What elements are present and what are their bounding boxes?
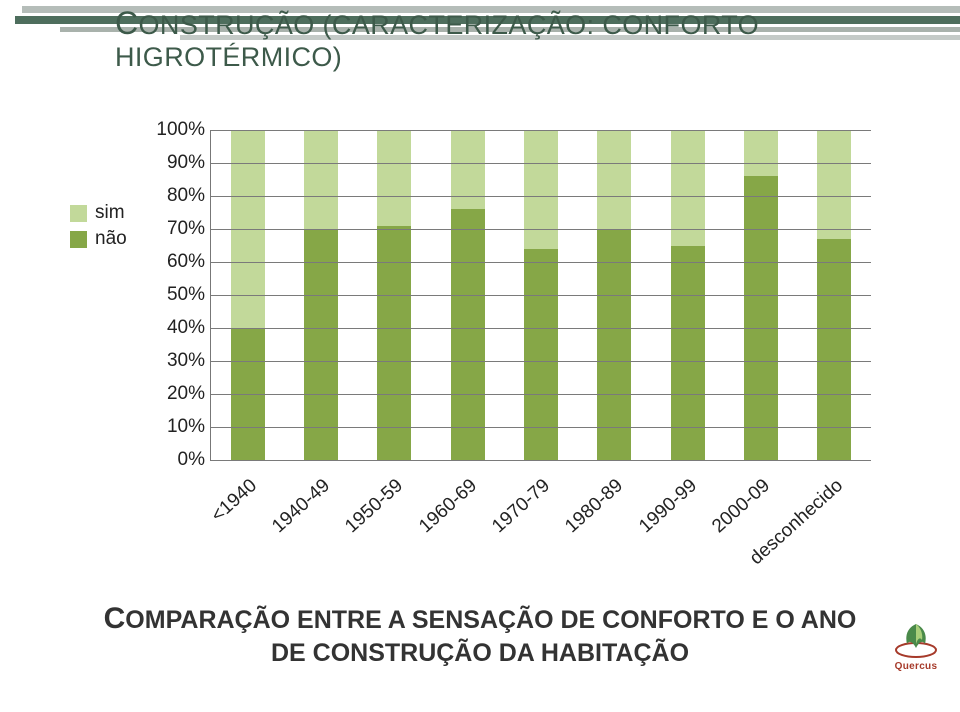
x-axis-ticks: <19401940-491950-591960-691970-791980-89… <box>210 465 870 545</box>
legend-swatch <box>70 205 87 222</box>
x-tick: <1940 <box>230 465 264 545</box>
title-paren-open: (C <box>323 10 352 40</box>
x-tick: 1990-99 <box>670 465 704 545</box>
page-title: CONSTRUÇÃO (CARACTERIZAÇÃO: CONFORTO HIG… <box>115 5 960 73</box>
bar-segment-nao <box>451 209 485 460</box>
legend-item-sim: sim <box>70 200 127 226</box>
quercus-logo: Quercus <box>886 620 946 672</box>
y-tick-label: 50% <box>150 284 205 306</box>
legend-label: não <box>95 228 127 250</box>
gridline <box>211 196 871 197</box>
gridline <box>211 460 871 461</box>
bar-segment-sim <box>597 130 631 229</box>
legend-label: sim <box>95 202 125 224</box>
y-tick-label: 90% <box>150 152 205 174</box>
bar-segment-sim <box>744 130 778 176</box>
bar-segment-nao <box>744 176 778 460</box>
gridline <box>211 163 871 164</box>
bar-segment-sim <box>817 130 851 239</box>
bar-segment-sim <box>451 130 485 209</box>
x-tick: 1970-79 <box>523 465 557 545</box>
y-tick-label: 40% <box>150 317 205 339</box>
gridline <box>211 427 871 428</box>
gridline <box>211 328 871 329</box>
y-tick-label: 20% <box>150 383 205 405</box>
bar-segment-nao <box>524 249 558 460</box>
x-tick-label: 1970-79 <box>488 475 555 538</box>
title-cap: C <box>115 5 139 41</box>
y-tick-label: 80% <box>150 185 205 207</box>
gridline <box>211 130 871 131</box>
leaf-icon <box>893 620 939 660</box>
x-tick: 1950-59 <box>376 465 410 545</box>
x-tick-label: 1950-59 <box>341 475 408 538</box>
y-tick-label: 100% <box>150 119 205 141</box>
legend-swatch <box>70 231 87 248</box>
bar-segment-sim <box>304 130 338 229</box>
x-tick-label: <1940 <box>207 475 261 527</box>
subtitle-line2: DE CONSTRUÇÃO DA HABITAÇÃO <box>271 639 689 667</box>
gridline <box>211 394 871 395</box>
subtitle-rest: OMPARAÇÃO ENTRE A SENSAÇÃO DE CONFORTO E… <box>125 606 856 634</box>
x-tick-label: 1940-49 <box>268 475 335 538</box>
x-tick-label: 1980-89 <box>561 475 628 538</box>
x-tick-label: 1990-99 <box>635 475 702 538</box>
x-tick: 1960-69 <box>450 465 484 545</box>
x-tick: 1980-89 <box>596 465 630 545</box>
x-tick: desconhecido <box>816 465 850 545</box>
x-tick: 1940-49 <box>303 465 337 545</box>
legend-item-nao: não <box>70 226 127 252</box>
bar-segment-nao <box>377 226 411 460</box>
subtitle-cap: C <box>104 602 126 635</box>
chart: sim não 0%10%20%30%40%50%60%70%80%90%100… <box>70 130 890 555</box>
y-tick-label: 60% <box>150 251 205 273</box>
y-tick-label: 70% <box>150 218 205 240</box>
y-tick-label: 0% <box>150 449 205 471</box>
plot-area: 0%10%20%30%40%50%60%70%80%90%100% <box>210 130 871 461</box>
bar-segment-nao <box>597 229 631 460</box>
subtitle: COMPARAÇÃO ENTRE A SENSAÇÃO DE CONFORTO … <box>0 601 960 668</box>
bar-segment-sim <box>377 130 411 226</box>
gridline <box>211 361 871 362</box>
gridline <box>211 229 871 230</box>
legend: sim não <box>70 200 127 252</box>
gridline <box>211 262 871 263</box>
y-tick-label: 10% <box>150 416 205 438</box>
bar-segment-sim <box>524 130 558 249</box>
logo-text: Quercus <box>886 661 946 672</box>
x-tick-label: 1960-69 <box>415 475 482 538</box>
y-tick-label: 30% <box>150 350 205 372</box>
gridline <box>211 295 871 296</box>
title-rest: ONSTRUÇÃO <box>139 10 315 40</box>
x-tick-label: 2000-09 <box>708 475 775 538</box>
bar-segment-nao <box>304 229 338 460</box>
